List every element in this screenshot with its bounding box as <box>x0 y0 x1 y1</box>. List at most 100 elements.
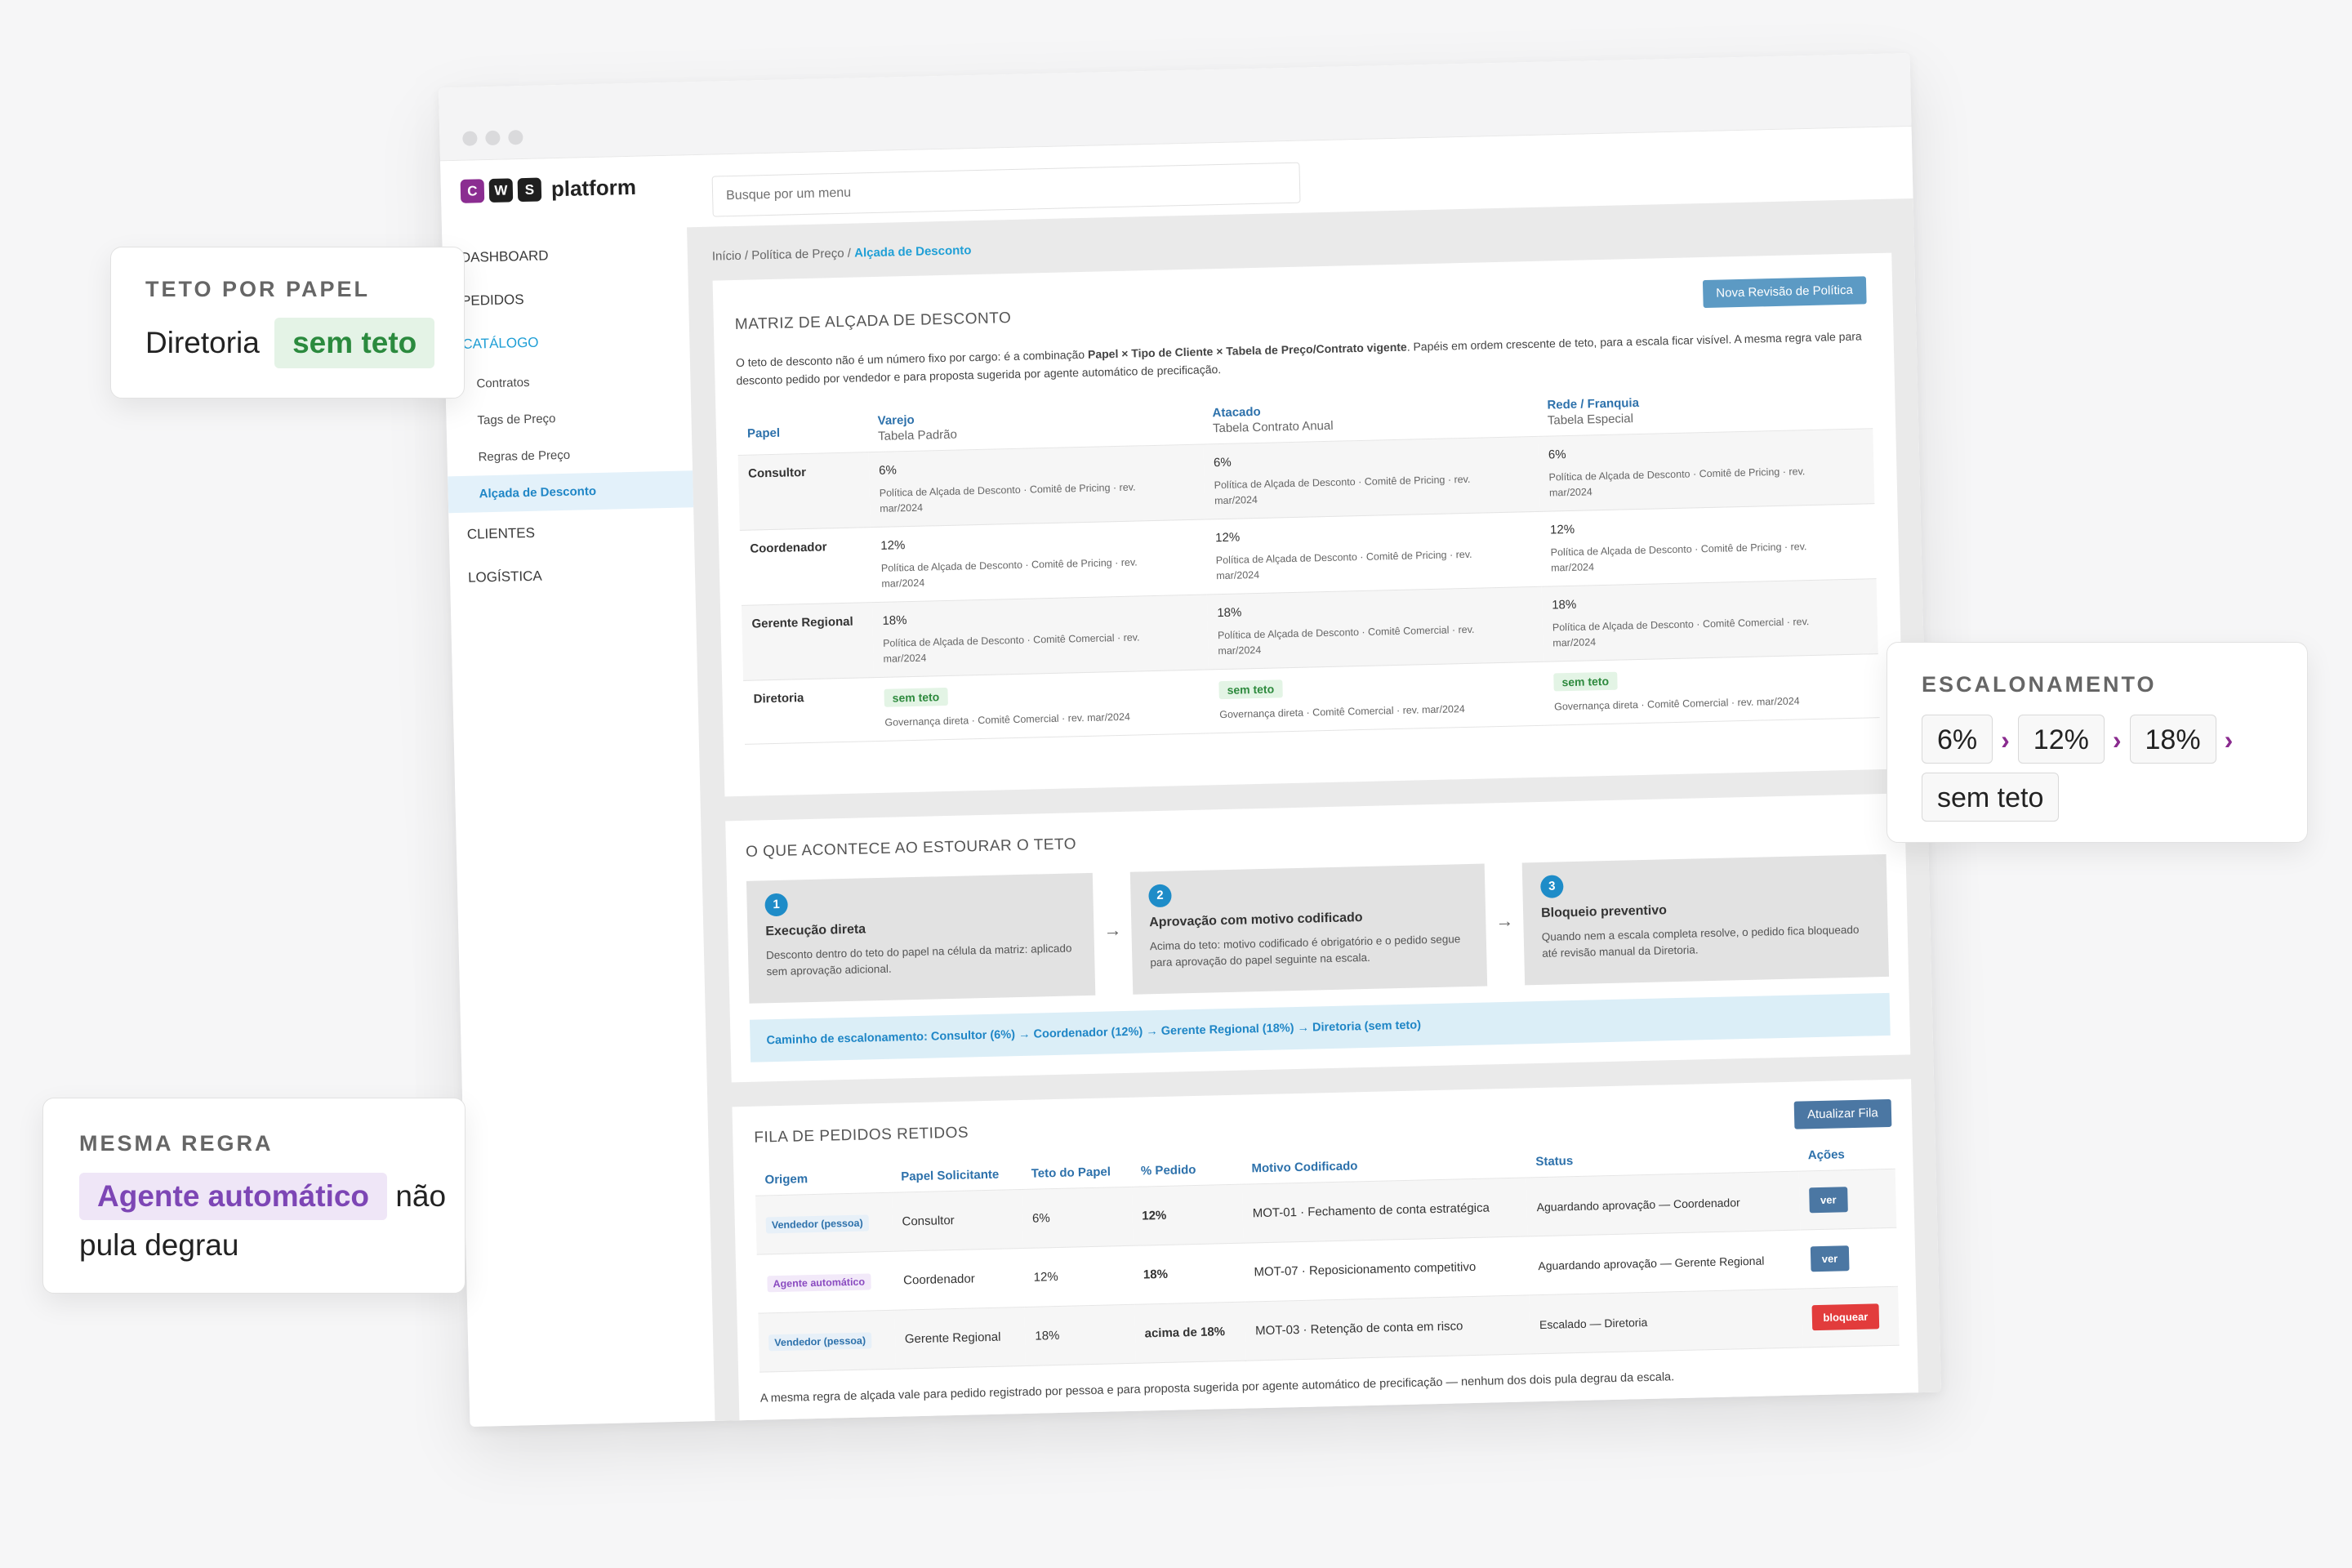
logo-letter: C <box>460 179 485 203</box>
status-cell: Aguardando aprovação — Gerente Regional <box>1527 1230 1802 1295</box>
column-name: Varejo <box>877 412 915 428</box>
intro-text: O teto de desconto não é um número fixo … <box>735 347 1089 369</box>
cell-source: Política de Alçada de Desconto · Comitê … <box>1550 541 1807 574</box>
reason-cell: MOT-07 · Reposicionamento competitivo <box>1243 1236 1530 1303</box>
menu-search-input[interactable] <box>711 162 1301 217</box>
logo-letter: S <box>517 177 542 203</box>
refresh-queue-button[interactable]: Atualizar Fila <box>1793 1098 1892 1129</box>
escalation-step: 12% <box>2017 715 2105 764</box>
escalation-step: 18% <box>2129 715 2216 764</box>
brand-logo[interactable]: C W S platform <box>460 175 637 204</box>
sidebar-item-catalogo[interactable]: CATÁLOGO <box>462 334 539 352</box>
step-number: 1 <box>764 893 788 917</box>
cell-source: Política de Alçada de Desconto · Comitê … <box>880 556 1138 590</box>
cell-source: Política de Alçada de Desconto · Comitê … <box>882 631 1140 665</box>
cell-value: 6% <box>878 463 898 478</box>
block-order-button[interactable]: bloquear <box>1811 1303 1880 1331</box>
step-title: Execução direta <box>765 922 866 939</box>
step-title: Bloqueio preventivo <box>1540 903 1668 920</box>
held-orders-card: FILA DE PEDIDOS RETIDOS Atualizar Fila O… <box>732 1079 1919 1427</box>
cell-value: 18% <box>1552 597 1577 612</box>
cell-source: Governança direta · Comitê Comercial · r… <box>884 710 1131 728</box>
row-role: Consultor <box>737 452 871 531</box>
held-orders-table: Origem Papel Solicitante Teto do Papel %… <box>755 1138 1900 1373</box>
no-ceiling-badge: sem teto <box>1553 671 1618 692</box>
sidebar-subitem-alcada-de-desconto[interactable]: Alçada de Desconto <box>448 470 694 514</box>
flow-step: 2 Aprovação com motivo codificado Acima … <box>1129 863 1488 995</box>
chevron-right-icon: › <box>2001 725 2010 755</box>
cell-source: Governança direta · Comitê Comercial · r… <box>1219 703 1465 721</box>
requested-cell: acima de 18% <box>1134 1302 1247 1364</box>
cell-value: 18% <box>882 613 907 628</box>
ceiling-cell: 18% <box>1024 1304 1136 1366</box>
ceiling-cell: 12% <box>1022 1245 1134 1307</box>
sidebar-subitem-tags-de-preco[interactable]: Tags de Preço <box>477 412 556 428</box>
row-role: Coordenador <box>739 527 872 606</box>
row-role: Diretoria <box>743 677 875 745</box>
app-window: C W S platform DASHBOARD PEDIDOS CATÁLOG… <box>438 53 1942 1427</box>
breadcrumb-home[interactable]: Início <box>711 248 742 264</box>
no-ceiling-pill: sem teto <box>274 318 435 368</box>
status-cell: Escalado — Diretoria <box>1529 1289 1803 1354</box>
role-cell: Coordenador <box>893 1248 1025 1311</box>
escalation-step: 6% <box>1922 715 1993 764</box>
cell-source: Política de Alçada de Desconto · Comitê … <box>1552 616 1810 649</box>
breadcrumb-current: Alçada de Desconto <box>853 243 972 261</box>
requested-cell: 12% <box>1131 1184 1244 1246</box>
breadcrumb-separator: / <box>844 246 855 261</box>
window-dot-icon[interactable] <box>485 130 501 146</box>
column-header-role: Papel <box>737 406 869 456</box>
matrix-cell: 6% Política de Alçada de Desconto · Comit… <box>1203 436 1540 519</box>
matrix-cell: 18% Política de Alçada de Desconto · Comi… <box>1541 578 1878 662</box>
view-order-button[interactable]: ver <box>1808 1187 1848 1214</box>
matrix-cell: 6% Política de Alçada de Desconto · Comit… <box>1538 428 1875 512</box>
step-number: 3 <box>1540 875 1564 898</box>
cell-value: 12% <box>1214 530 1241 546</box>
callout-same-rule: MESMA REGRA Agente automático não pula d… <box>42 1098 466 1294</box>
flow-title: O QUE ACONTECE AO ESTOURAR O TETO <box>745 835 1077 861</box>
callout-body: Agente automático não pula degrau <box>79 1172 455 1270</box>
no-ceiling-badge: sem teto <box>1218 679 1283 700</box>
new-policy-revision-button[interactable]: Nova Revisão de Política <box>1702 276 1867 309</box>
view-order-button[interactable]: ver <box>1810 1245 1850 1272</box>
sidebar-item-clientes[interactable]: CLIENTES <box>466 524 536 542</box>
callout-escalation: ESCALONAMENTO 6% › 12% › 18% ›sem teto <box>1886 642 2308 843</box>
reason-cell: MOT-01 · Fechamento de conta estratégica <box>1241 1177 1528 1244</box>
column-header: Papel Solicitante <box>890 1159 1022 1193</box>
window-dot-icon[interactable] <box>462 131 478 146</box>
column-table: Tabela Padrão <box>877 427 958 443</box>
sidebar-item-pedidos[interactable]: PEDIDOS <box>461 292 524 309</box>
row-role: Gerente Regional <box>741 602 875 681</box>
agent-pill: Agente automático <box>79 1173 388 1220</box>
window-dot-icon[interactable] <box>508 130 523 145</box>
ceiling-overflow-card: O QUE ACONTECE AO ESTOURAR O TETO 1 Exec… <box>725 793 1911 1083</box>
flow-step: 1 Execução direta Desconto dentro do tet… <box>746 872 1096 1004</box>
sidebar-subitem-contratos[interactable]: Contratos <box>476 375 530 391</box>
origin-cell: Agente automático <box>756 1251 895 1314</box>
matrix-cell: sem teto Governança direta · Comitê Comer… <box>1543 653 1880 726</box>
arrow-right-icon: → <box>1495 910 1514 932</box>
callout-body: Diretoria sem teto <box>145 318 435 368</box>
matrix-cell: 18% Política de Alçada de Desconto · Comi… <box>1206 586 1544 670</box>
sidebar-item-dashboard[interactable]: DASHBOARD <box>460 247 549 265</box>
intro-formula: Papel × Tipo de Cliente × Tabela de Preç… <box>1087 340 1407 361</box>
logo-letter: W <box>488 178 514 203</box>
column-header: Origem <box>755 1161 892 1196</box>
callout-title: TETO POR PAPEL <box>145 277 371 301</box>
escalation-step: sem teto <box>1922 773 2060 822</box>
sidebar-subitem-regras-de-preco[interactable]: Regras de Preço <box>478 448 571 465</box>
matrix-cell: 6% Política de Alçada de Desconto · Comit… <box>868 444 1205 528</box>
requested-cell: 18% <box>1133 1243 1245 1305</box>
breadcrumb-section[interactable]: Política de Preço <box>751 246 844 263</box>
ceiling-cell: 6% <box>1022 1187 1134 1249</box>
column-name: Atacado <box>1212 404 1261 421</box>
column-header-rede-franquia: Rede / Franquia Tabela Especial <box>1537 382 1873 437</box>
reason-cell: MOT-03 · Retenção de conta em risco <box>1245 1294 1530 1361</box>
sidebar-item-logistica[interactable]: LOGÍSTICA <box>467 568 542 586</box>
action-cell: ver <box>1799 1227 1899 1290</box>
status-cell: Aguardando aprovação — Coordenador <box>1526 1171 1800 1236</box>
discount-matrix-table: Papel Varejo Tabela Padrão Atacado Tabela … <box>737 382 1880 745</box>
chevron-right-icon: › <box>2224 725 2234 755</box>
origin-cell: Vendedor (pessoa) <box>758 1310 896 1373</box>
escalation-steps: 6% › 12% › 18% ›sem teto <box>1922 715 2297 829</box>
